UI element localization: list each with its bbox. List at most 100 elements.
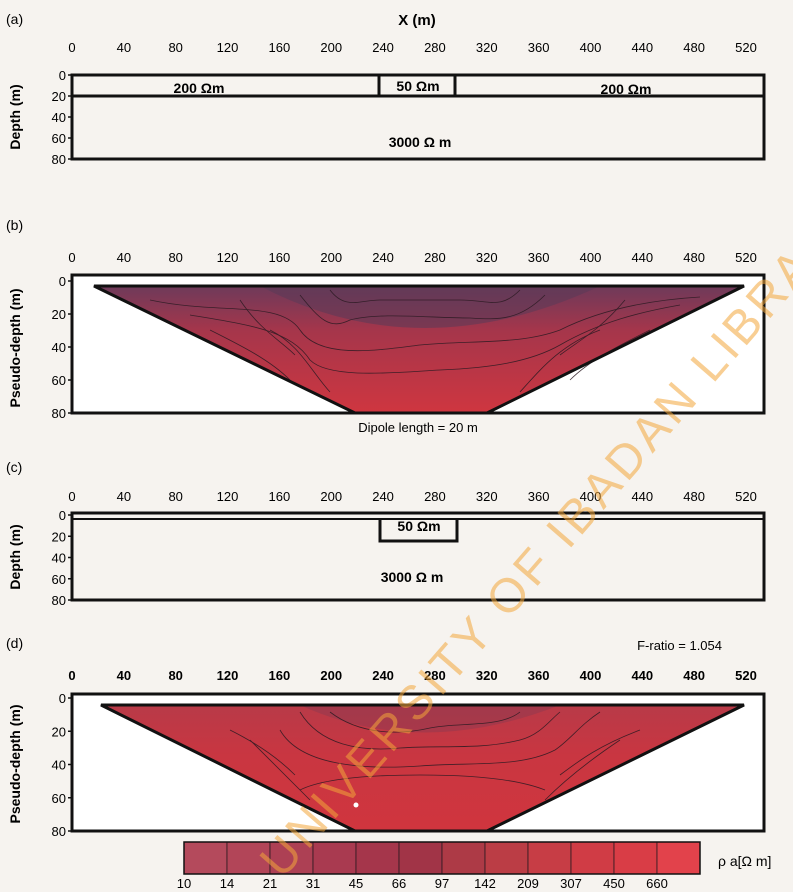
panel-a-y-title: Depth (m)	[7, 84, 23, 149]
colorbar-value: 45	[349, 876, 363, 891]
panel-a-y-tick: 60	[52, 131, 66, 146]
panel-a-x-tick: 80	[168, 40, 182, 55]
panel-d: (d) F-ratio = 1.054 0 40 80 120 160 200 240 280…	[6, 635, 766, 839]
panel-b-y-tick: 40	[52, 340, 66, 355]
colorbar-value: 209	[517, 876, 539, 891]
colorbar: 10 14 21 31 45 66 97 142 209 307 450 660 ρ a[Ω m]	[177, 841, 771, 891]
panel-b-x-tick-labels: 0 40 80 120 160 200 240 280 320 360 400 440 480 520	[68, 250, 756, 265]
panel-d-dark-zone	[300, 705, 560, 733]
panel-b-contours	[149, 289, 701, 393]
panel-d-x-tick: 520	[735, 668, 757, 683]
panel-b-dark-zone	[260, 286, 600, 328]
panel-d-white-speck	[353, 802, 359, 808]
panel-b-y-title: Pseudo-depth (m)	[7, 289, 23, 408]
colorbar-value: 10	[177, 876, 191, 891]
panel-d-x-tick: 160	[269, 668, 291, 683]
panel-c-y-tick-labels: 0 20 40 60 80	[52, 508, 72, 608]
panel-c-y-tick: 0	[59, 508, 66, 523]
colorbar-cell	[355, 841, 400, 875]
panel-c: (c) 0 40 80 120 160 200 240 280 320 360 400 440 480 5…	[6, 459, 766, 608]
panel-d-label: (d)	[6, 635, 23, 651]
colorbar-cell	[613, 841, 658, 875]
panel-b-y-tick: 60	[52, 373, 66, 388]
panel-a-y-tick-labels: 0 20 40 60 80	[52, 68, 72, 167]
panel-c-x-tick: 360	[528, 489, 550, 504]
panel-c-y-tick: 20	[52, 529, 66, 544]
colorbar-value: 66	[392, 876, 406, 891]
panel-a-layer-left: 200 Ωm	[174, 80, 225, 96]
panel-a-x-tick: 280	[424, 40, 446, 55]
panel-d-x-tick: 200	[320, 668, 342, 683]
panel-c-block-label: 50 Ωm	[397, 518, 440, 534]
panel-c-block	[378, 519, 459, 543]
panel-a-y-tick: 80	[52, 152, 66, 167]
panel-c-y-tick: 40	[52, 551, 66, 566]
panel-d-x-tick: 440	[631, 668, 653, 683]
panel-a-x-tick: 440	[631, 40, 653, 55]
panel-a-x-tick: 520	[735, 40, 757, 55]
colorbar-value: 21	[263, 876, 277, 891]
panel-a-label: (a)	[6, 11, 23, 27]
panel-d-y-tick-labels: 0 20 40 60 80	[52, 691, 72, 839]
panel-b-y-tick-labels: 0 20 40 60 80	[52, 274, 72, 421]
panel-a-x-tick-labels: 0 40 80 120 160 200 240 280 320 360 400 440 480 520	[68, 40, 756, 55]
panel-b-outline	[93, 284, 745, 415]
colorbar-value: 307	[560, 876, 582, 891]
panel-a-x-title: X (m)	[398, 12, 436, 29]
panel-d-y-tick: 20	[52, 724, 66, 739]
panel-b-x-tick: 80	[168, 250, 182, 265]
colorbar-value-labels: 10 14 21 31 45 66 97 142 209 307 450 660	[177, 876, 668, 891]
colorbar-cell	[656, 841, 701, 875]
panel-c-x-tick: 160	[269, 489, 291, 504]
panel-d-x-tick: 280	[424, 668, 446, 683]
panel-a-x-tick: 200	[320, 40, 342, 55]
panel-a-x-tick: 400	[580, 40, 602, 55]
panel-a-x-tick: 480	[683, 40, 705, 55]
panel-c-x-tick: 120	[217, 489, 239, 504]
panel-b-y-tick: 20	[52, 307, 66, 322]
panel-b-label: (b)	[6, 217, 23, 233]
panel-c-x-tick: 0	[68, 489, 75, 504]
panel-a-x-tick: 120	[217, 40, 239, 55]
panel-c-x-tick: 480	[683, 489, 705, 504]
panel-b-x-tick: 40	[117, 250, 131, 265]
panel-b-x-tick: 240	[372, 250, 394, 265]
colorbar-value: 97	[435, 876, 449, 891]
panel-c-x-tick: 40	[117, 489, 131, 504]
panel-c-x-tick: 400	[580, 489, 602, 504]
panel-a-x-tick: 40	[117, 40, 131, 55]
panel-d-y-title: Pseudo-depth (m)	[7, 705, 23, 824]
colorbar-cell	[570, 841, 615, 875]
panel-b-x-tick: 520	[735, 250, 757, 265]
colorbar-cell	[226, 841, 271, 875]
panel-a-x-tick: 160	[269, 40, 291, 55]
panel-c-x-tick: 440	[631, 489, 653, 504]
colorbar-value: 31	[306, 876, 320, 891]
panel-b-y-tick: 80	[52, 406, 66, 421]
panel-b-dipole-note: Dipole length = 20 m	[358, 420, 478, 435]
panel-c-basement: 3000 Ω m	[381, 569, 444, 585]
colorbar-value: 450	[603, 876, 625, 891]
colorbar-cell	[183, 841, 228, 875]
panel-a-x-tick: 240	[372, 40, 394, 55]
panel-d-x-tick: 480	[683, 668, 705, 683]
panel-c-label: (c)	[6, 459, 22, 475]
panel-d-x-tick: 40	[117, 668, 131, 683]
panel-a-x-tick: 360	[528, 40, 550, 55]
panel-b: (b) 0 40 80 120 160 200 240 280 320 360 400 440 480 5…	[6, 217, 766, 435]
panel-b-x-tick: 360	[528, 250, 550, 265]
panel-c-x-tick: 200	[320, 489, 342, 504]
panel-c-frame	[70, 511, 766, 602]
colorbar-cell	[441, 841, 486, 875]
panel-a-layer-right: 200 Ωm	[601, 81, 652, 97]
panel-d-y-tick: 80	[52, 824, 66, 839]
panel-a-y-tick: 20	[52, 89, 66, 104]
panel-a-block	[377, 73, 457, 98]
panel-c-x-tick-labels: 0 40 80 120 160 200 240 280 320 360 400 440 480 520	[68, 489, 756, 504]
colorbar-cell	[269, 841, 314, 875]
panel-c-y-title: Depth (m)	[7, 524, 23, 589]
panel-a: (a) X (m) 0 40 80 120 160 200 240 280 320 360 400 4…	[6, 11, 766, 167]
panel-b-x-tick: 0	[68, 250, 75, 265]
panel-b-pseudosection	[94, 286, 744, 413]
